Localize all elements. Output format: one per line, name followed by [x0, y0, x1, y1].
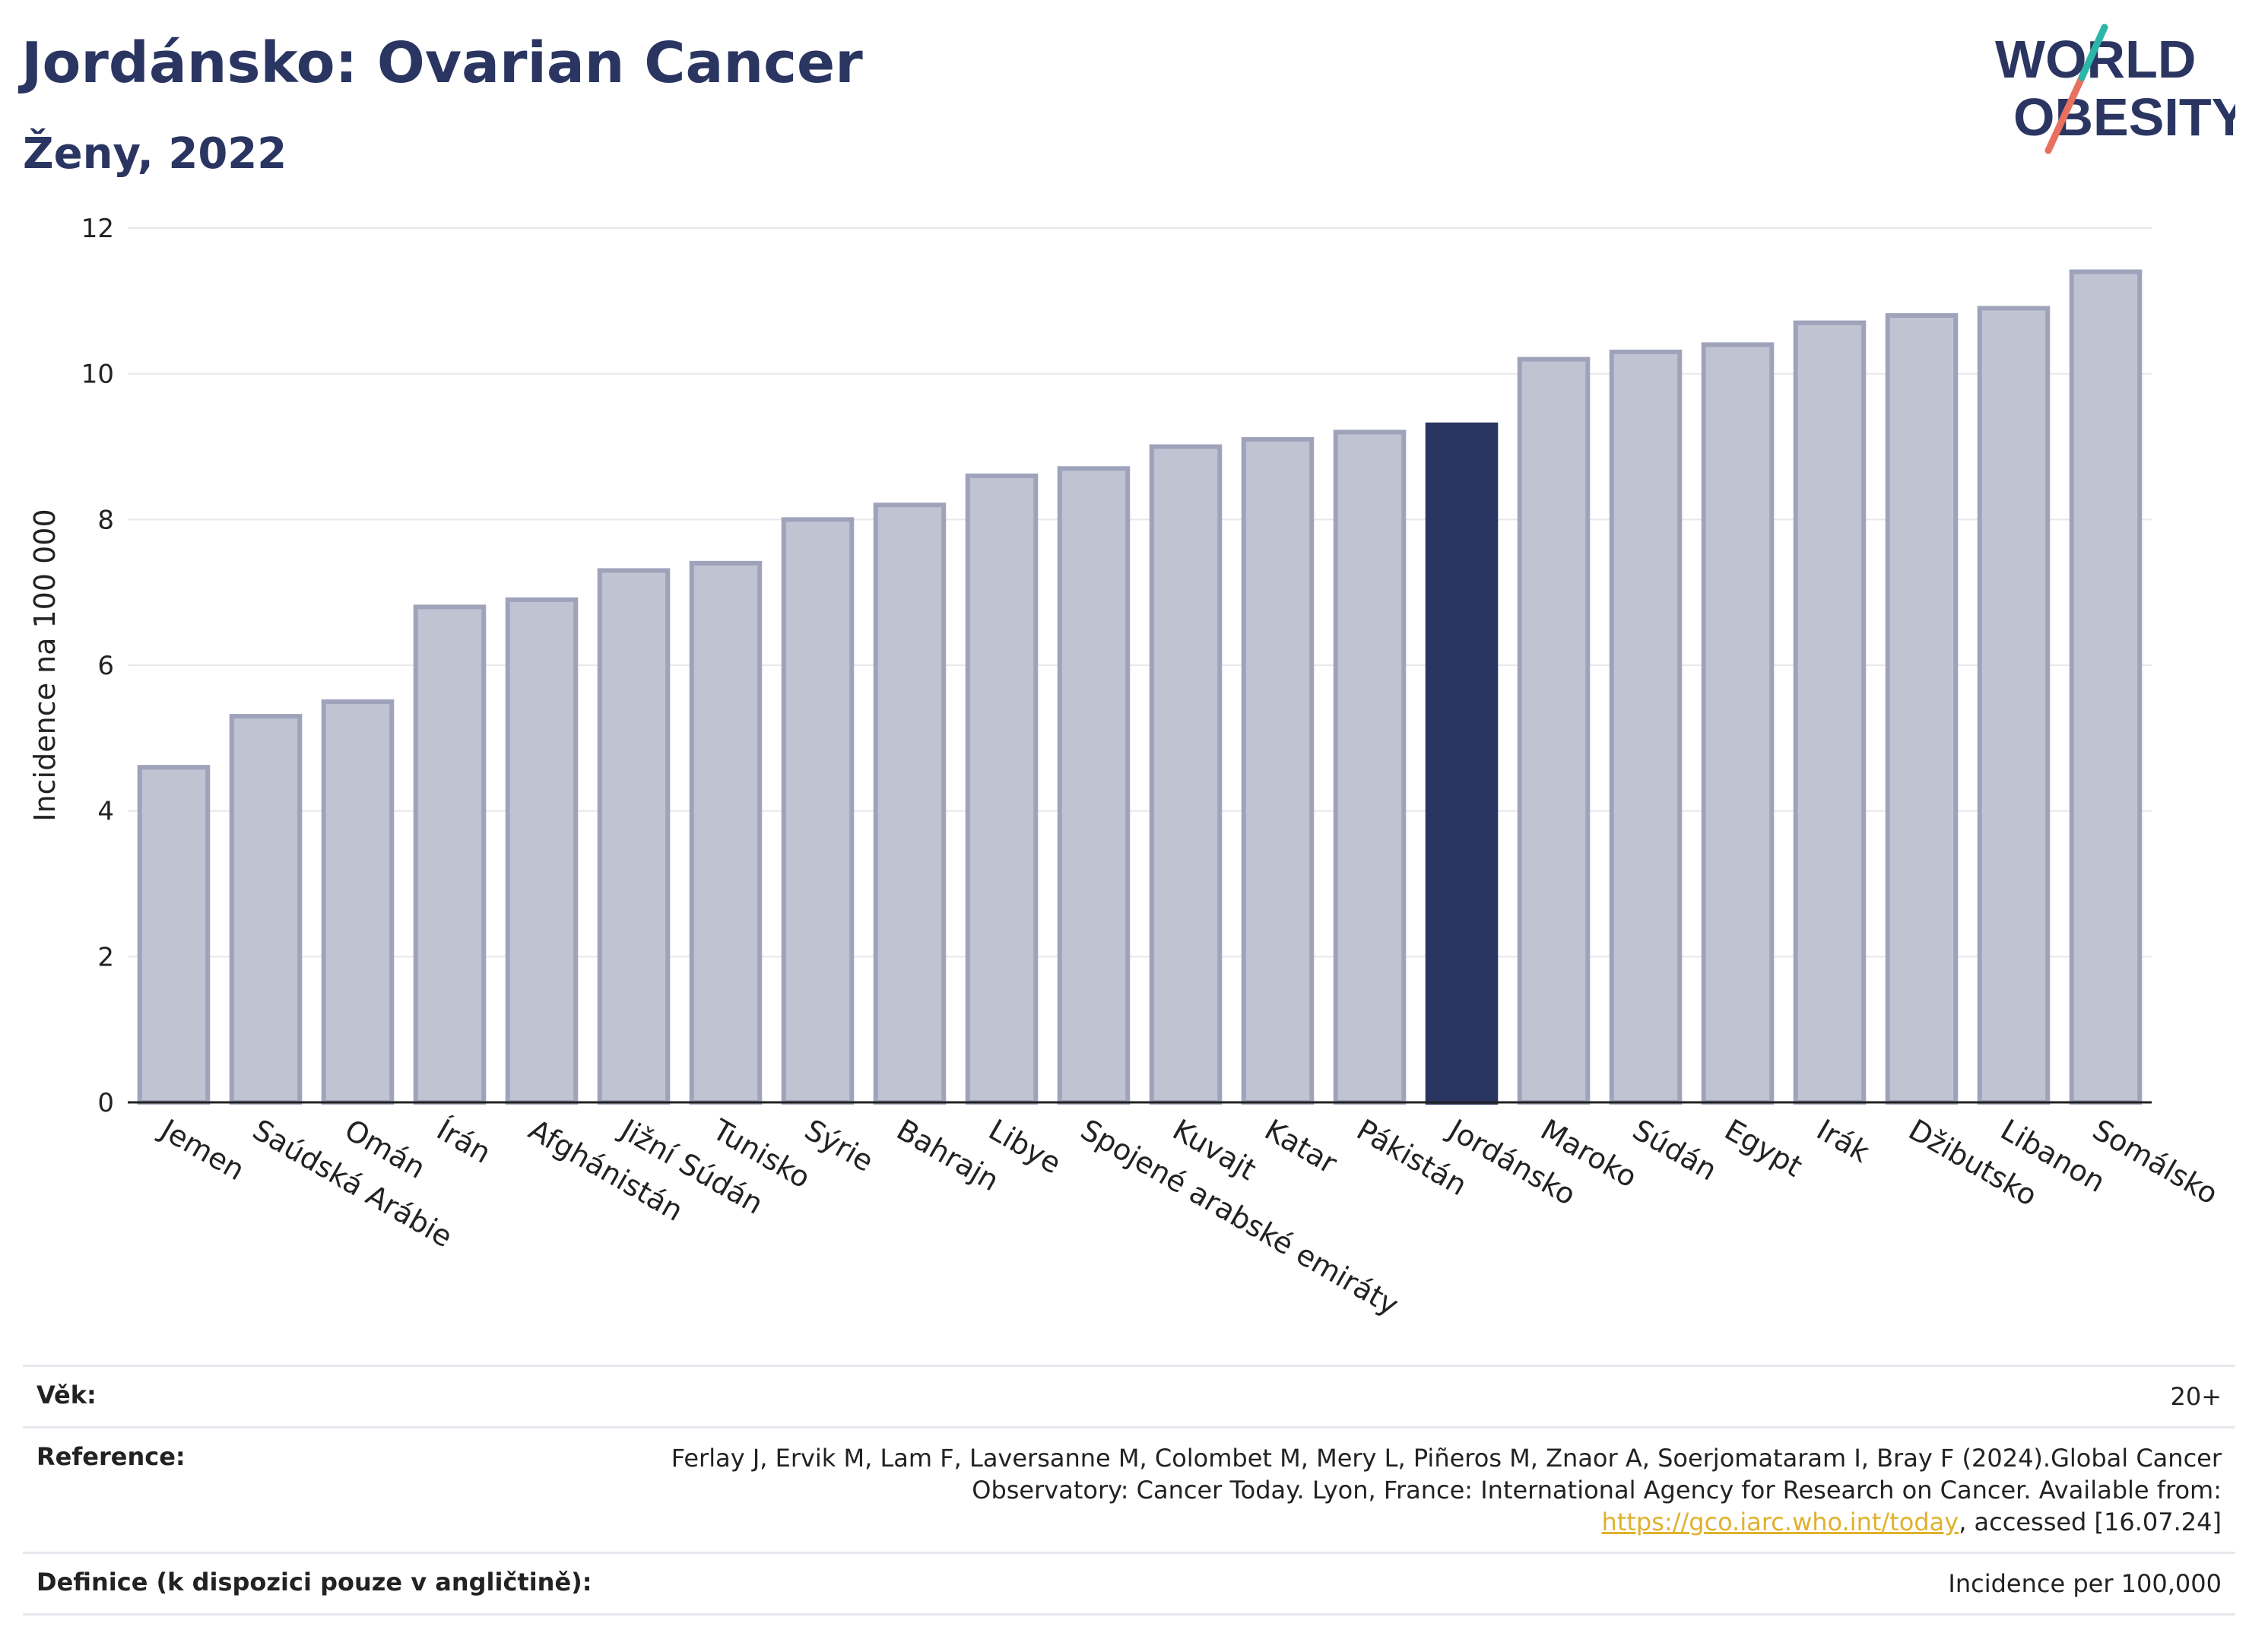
bar-kuvajt	[1149, 444, 1223, 1105]
y-tick-label: 10	[81, 360, 114, 390]
logo-line2: OBESITY	[2013, 87, 2235, 147]
bar-bahrajn	[873, 503, 947, 1105]
y-tick-label: 4	[97, 797, 114, 827]
bar-jižní-súdán	[597, 568, 671, 1105]
logo-line1: WORLD	[1995, 30, 2196, 89]
bar-jordánsko	[1425, 422, 1499, 1105]
reference-text: Ferlay J, Ervik M, Lam F, Laversanne M, …	[671, 1444, 2222, 1505]
x-tick-label: Somálsko	[2087, 1113, 2224, 1211]
reference-label: Reference:	[36, 1442, 186, 1471]
x-tick-label: Katar	[1259, 1113, 1343, 1181]
y-tick-label: 12	[81, 214, 114, 244]
reference-link[interactable]: https://gco.iarc.who.int/today	[1601, 1508, 1959, 1536]
definition-value: Incidence per 100,000	[1948, 1569, 2222, 1598]
bar-libye	[965, 473, 1039, 1105]
bar-džibutsko	[1885, 313, 1959, 1105]
bar-somálsko	[2069, 269, 2143, 1105]
bar-libanon	[1977, 306, 2051, 1105]
reference-accessed: , accessed [16.07.24]	[1959, 1508, 2222, 1536]
page-title: Jordánsko: Ovarian Cancer	[21, 30, 863, 96]
bar-saúdská-arábie	[229, 714, 303, 1105]
definition-row: Definice (k dispozici pouze v angličtině…	[23, 1552, 2235, 1616]
x-tick-label: Bahrajn	[891, 1113, 1004, 1198]
y-tick-label: 6	[97, 651, 114, 681]
bar-súdán	[1609, 349, 1683, 1105]
y-tick-label: 0	[97, 1088, 114, 1118]
bar-katar	[1241, 436, 1315, 1105]
y-axis-label: Incidence na 100 000	[28, 509, 62, 821]
x-tick-label: Súdán	[1627, 1113, 1723, 1187]
definition-label: Definice (k dispozici pouze v angličtině…	[36, 1568, 592, 1597]
reference-row: Reference: Ferlay J, Ervik M, Lam F, Lav…	[23, 1426, 2235, 1552]
age-value: 20+	[2170, 1382, 2222, 1411]
x-tick-label: Jemen	[154, 1112, 250, 1187]
bar-pákistán	[1333, 430, 1407, 1105]
x-tick-label: Írán	[431, 1113, 496, 1170]
bar-sýrie	[781, 517, 855, 1105]
age-label: Věk:	[36, 1381, 97, 1409]
bar-afghánistán	[505, 597, 579, 1105]
page-subtitle: Ženy, 2022	[23, 129, 287, 179]
reference-value: Ferlay J, Ervik M, Lam F, Laversanne M, …	[663, 1442, 2222, 1538]
bar-írán	[413, 604, 487, 1105]
y-tick-label: 2	[97, 942, 114, 972]
x-tick-label: Afghánistán	[523, 1113, 689, 1228]
bar-omán	[321, 699, 395, 1105]
x-tick-label: Egypt	[1719, 1113, 1808, 1184]
y-tick-label: 8	[97, 505, 114, 535]
metadata-table: Věk: 20+ Reference: Ferlay J, Ervik M, L…	[23, 1365, 2235, 1616]
world-obesity-logo: WORLD OBESITY	[1995, 24, 2235, 154]
x-tick-label: Irák	[1811, 1113, 1875, 1169]
bar-tunisko	[689, 560, 763, 1105]
bar-irák	[1793, 320, 1867, 1105]
bar-egypt	[1701, 342, 1775, 1105]
bar-jemen	[137, 765, 211, 1105]
age-row: Věk: 20+	[23, 1365, 2235, 1426]
logo-slash-upper	[2078, 24, 2108, 81]
bar-maroko	[1517, 357, 1591, 1105]
bar-spojené-arabské-emiráty	[1057, 466, 1131, 1105]
logo-slash-lower	[2044, 71, 2087, 154]
